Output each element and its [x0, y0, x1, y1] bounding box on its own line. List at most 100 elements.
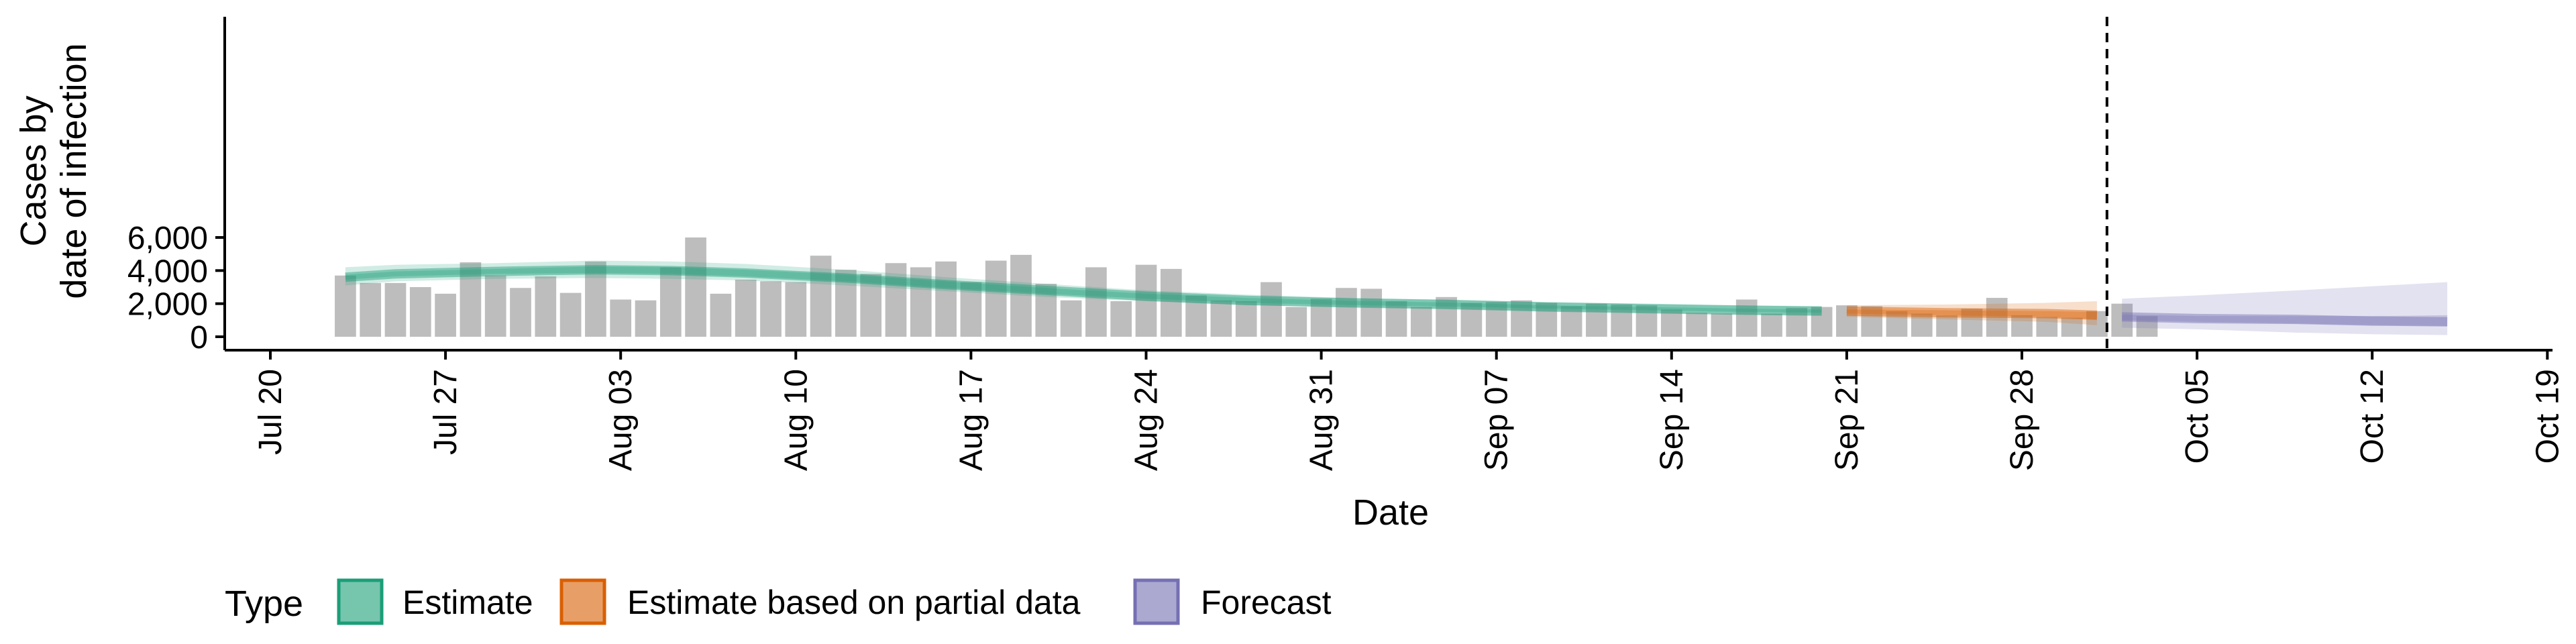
bar: [810, 256, 832, 337]
bar: [1110, 301, 1132, 337]
x-tick-label: Aug 03: [603, 369, 639, 471]
bar: [1936, 315, 1957, 337]
bar: [1711, 313, 1733, 337]
forecast-band-90: [2122, 282, 2448, 335]
bar: [510, 288, 531, 337]
bar: [460, 262, 482, 337]
bar: [1185, 295, 1207, 337]
bar: [360, 282, 382, 337]
bars-layer: [335, 237, 2158, 337]
bar: [910, 267, 932, 337]
bar: [335, 275, 356, 337]
bar: [1310, 299, 1332, 337]
bar: [409, 286, 431, 337]
bar: [1911, 313, 1933, 337]
legend-title: Type: [225, 584, 303, 624]
bar: [1811, 307, 1833, 337]
bar: [1586, 303, 1607, 337]
bar: [1485, 302, 1507, 337]
legend: Type Estimate Estimate based on partial …: [225, 578, 1332, 625]
estimate-based-on-partial-data-median-line: [1846, 306, 2098, 320]
bar: [735, 279, 757, 337]
bar: [2036, 317, 2058, 337]
bar: [635, 300, 657, 337]
bar: [1986, 298, 2008, 337]
bar: [1560, 306, 1582, 337]
bar: [1761, 313, 1782, 337]
y-axis-title-line1: Cases by: [13, 95, 54, 246]
legend-label-forecast: Forecast: [1201, 584, 1332, 621]
forecast-band-50: [2122, 314, 2448, 326]
bar: [1160, 268, 1182, 337]
legend-swatch-partial: [559, 578, 606, 625]
bar: [1786, 307, 1808, 337]
bar: [1085, 267, 1107, 337]
bar: [1886, 311, 1908, 337]
bar: [1635, 305, 1658, 337]
bar: [1611, 304, 1633, 337]
bar: [1135, 264, 1157, 337]
x-tick-label: Sep 21: [1829, 369, 1865, 471]
bar: [535, 276, 557, 337]
bar: [1686, 313, 1707, 337]
y-tick-label: 0: [190, 320, 208, 356]
bar: [1536, 303, 1558, 337]
x-axis-title: Date: [1352, 492, 1429, 533]
bar: [2086, 311, 2108, 337]
y-tick-label: 6,000: [127, 221, 208, 256]
legend-swatch-forecast: [1133, 578, 1180, 625]
bar: [384, 282, 407, 337]
x-tick-label: Sep 07: [1479, 369, 1515, 471]
x-tick-label: Aug 10: [778, 369, 814, 471]
bar: [610, 299, 632, 337]
bar: [1360, 288, 1383, 337]
legend-label-partial: Estimate based on partial data: [627, 584, 1081, 621]
bar: [1336, 288, 1357, 337]
bar: [1861, 306, 1883, 337]
bar: [2061, 317, 2083, 337]
estimate-band-50: [345, 266, 1822, 313]
bar: [435, 293, 456, 337]
x-tick-label: Aug 31: [1304, 369, 1340, 471]
bar: [1285, 307, 1307, 337]
bar: [1735, 299, 1758, 337]
bar: [1436, 297, 1457, 337]
bar: [2136, 316, 2158, 337]
bands-layer: [345, 260, 2448, 335]
y-tick-label: 2,000: [127, 287, 208, 323]
bar: [885, 263, 907, 337]
bar: [484, 275, 506, 337]
bar: [1410, 307, 1432, 337]
legend-label-estimate: Estimate: [402, 584, 533, 621]
bar: [1511, 300, 1532, 337]
bar: [2011, 315, 2033, 337]
bar: [685, 237, 706, 337]
x-tick-label: Jul 27: [428, 369, 464, 455]
x-tick-label: Sep 14: [1654, 369, 1690, 471]
estimate-based-on-partial-data-band-90: [1846, 301, 2097, 325]
x-tick-label: Aug 17: [953, 369, 989, 471]
bar: [1385, 301, 1407, 337]
y-axis-title-line2: date of infection: [54, 43, 94, 299]
bar: [1010, 254, 1032, 337]
bar: [935, 261, 957, 337]
bar: [1961, 309, 1983, 337]
x-tick-label: Oct 19: [2530, 369, 2565, 464]
bar: [985, 260, 1007, 337]
x-tick-label: Oct 12: [2355, 369, 2390, 464]
legend-swatch-estimate: [337, 578, 384, 625]
forecast-median-line: [2122, 312, 2448, 327]
bar: [559, 292, 582, 337]
bar: [585, 261, 606, 337]
bar: [659, 267, 682, 337]
bar: [2111, 303, 2133, 337]
bar: [1836, 305, 1858, 337]
bar: [710, 293, 732, 337]
bar: [860, 274, 882, 337]
bar: [1235, 301, 1257, 337]
bar: [760, 281, 782, 337]
x-tick-label: Oct 05: [2180, 369, 2215, 464]
bar: [1260, 282, 1282, 337]
